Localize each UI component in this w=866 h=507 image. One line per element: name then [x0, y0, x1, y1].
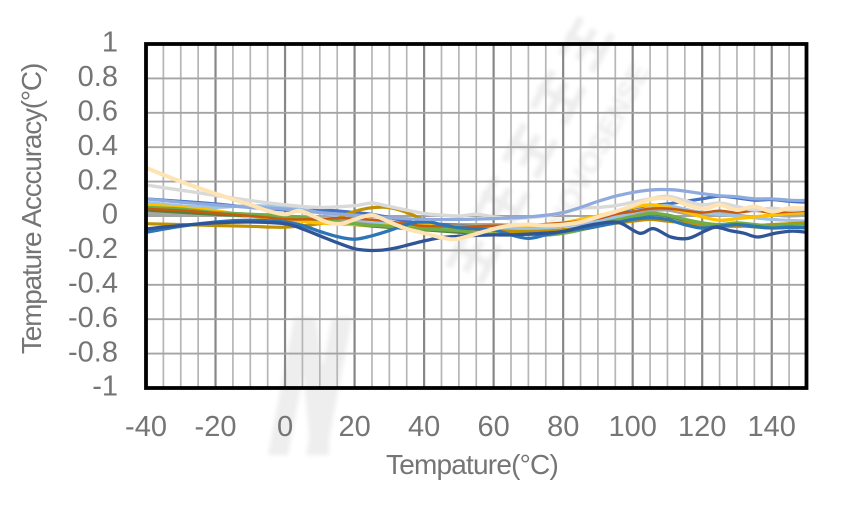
svg-text:0: 0: [277, 411, 293, 443]
svg-text:Tempature Acccuracy(°C): Tempature Acccuracy(°C): [16, 64, 47, 354]
svg-text:40: 40: [408, 411, 440, 443]
svg-text:-40: -40: [125, 411, 167, 443]
svg-text:0.4: 0.4: [78, 130, 118, 162]
svg-text:0: 0: [102, 199, 118, 231]
svg-text:140: 140: [748, 411, 796, 443]
svg-text:-20: -20: [195, 411, 237, 443]
svg-text:0.2: 0.2: [78, 164, 118, 196]
svg-text:20: 20: [338, 411, 370, 443]
svg-text:-1: -1: [92, 371, 118, 403]
svg-text:1: 1: [102, 27, 118, 59]
svg-text:-0.8: -0.8: [68, 336, 118, 368]
svg-text:Tempature(°C): Tempature(°C): [386, 449, 558, 480]
svg-text:0.8: 0.8: [78, 61, 118, 93]
svg-text:80: 80: [547, 411, 579, 443]
svg-text:120: 120: [678, 411, 726, 443]
svg-text:-0.4: -0.4: [68, 268, 118, 300]
svg-text:-0.2: -0.2: [68, 233, 118, 265]
svg-text:0.6: 0.6: [78, 96, 118, 128]
svg-text:60: 60: [477, 411, 509, 443]
svg-text:100: 100: [609, 411, 657, 443]
svg-text:-0.6: -0.6: [68, 302, 118, 334]
